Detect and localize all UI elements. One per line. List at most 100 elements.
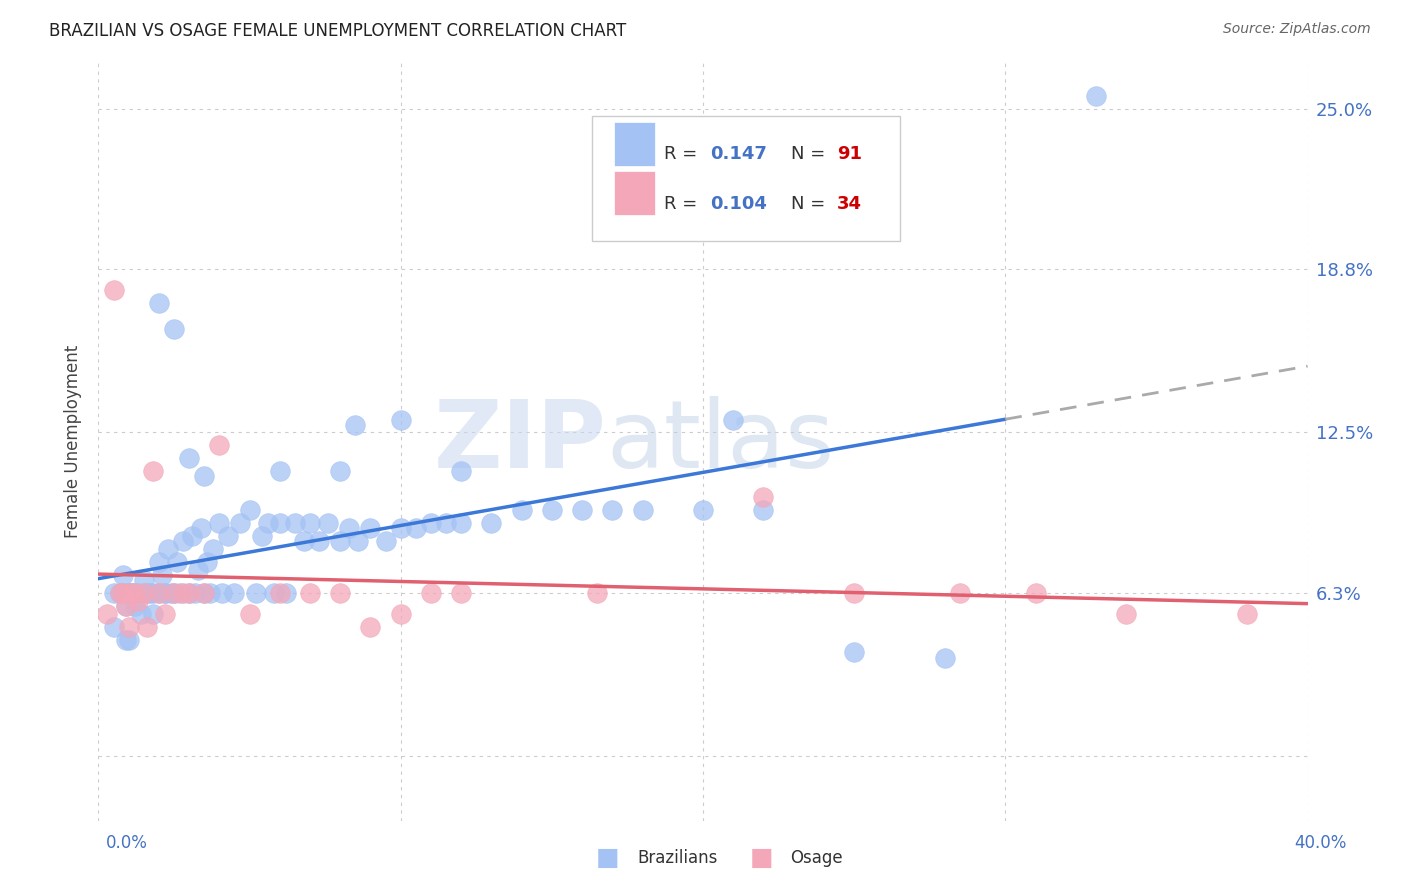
Text: atlas: atlas [606,395,835,488]
Point [602,503,624,517]
Point [1085,89,1108,103]
Point [208,516,231,530]
FancyBboxPatch shape [592,116,900,241]
Point [181,529,204,543]
Point [150,567,173,582]
Point [179,586,201,600]
Text: 34: 34 [837,195,862,213]
Point [329,534,352,549]
Point [142,464,165,478]
Point [229,516,252,530]
Point [153,607,176,621]
Y-axis label: Female Unemployment: Female Unemployment [65,345,83,538]
Point [360,521,382,535]
Text: N =: N = [792,195,831,213]
Point [540,503,562,517]
Point [211,586,233,600]
Text: ■: ■ [596,847,619,870]
Point [179,451,201,466]
Point [190,521,212,535]
Point [108,586,131,600]
Point [163,586,186,600]
Text: BRAZILIAN VS OSAGE FEMALE UNEMPLOYMENT CORRELATION CHART: BRAZILIAN VS OSAGE FEMALE UNEMPLOYMENT C… [49,22,627,40]
Point [631,503,654,517]
Text: R =: R = [664,145,703,163]
Point [108,586,131,600]
Point [239,607,262,621]
Point [250,529,273,543]
Point [292,534,315,549]
Point [752,503,775,517]
Point [148,296,170,310]
Point [103,586,125,600]
Point [169,586,191,600]
Point [103,619,125,633]
Text: 91: 91 [837,145,862,163]
Point [121,586,143,600]
Point [142,586,165,600]
Point [139,586,162,600]
Point [124,586,146,600]
Point [389,412,412,426]
Point [1115,607,1137,621]
Point [217,529,239,543]
FancyBboxPatch shape [613,170,655,215]
Point [135,586,157,600]
Point [132,586,155,600]
Point [114,632,136,647]
Point [132,573,155,587]
Point [329,586,352,600]
Text: ■: ■ [751,847,773,870]
Point [269,464,291,478]
Point [187,563,209,577]
Point [374,534,396,549]
Point [124,586,146,600]
Point [179,586,201,600]
Point [118,586,141,600]
Point [299,586,322,600]
Point [723,412,745,426]
Point [405,521,427,535]
Point [420,516,443,530]
Point [114,599,136,613]
Point [193,586,215,600]
Text: Source: ZipAtlas.com: Source: ZipAtlas.com [1223,22,1371,37]
Point [329,464,352,478]
Point [299,516,322,530]
Point [949,586,972,600]
Point [450,464,472,478]
Point [121,586,143,600]
Point [184,586,207,600]
Point [481,516,503,530]
Point [269,586,291,600]
Point [844,586,866,600]
Point [1024,586,1046,600]
Point [135,619,157,633]
Point [450,516,472,530]
Point [389,607,412,621]
Point [193,586,215,600]
Point [224,586,246,600]
Point [163,322,186,336]
Text: 0.0%: 0.0% [105,834,148,852]
Text: 0.104: 0.104 [710,195,768,213]
Point [844,645,866,659]
Point [96,607,118,621]
Point [172,534,194,549]
Point [148,555,170,569]
Point [156,541,179,556]
Point [347,534,370,549]
Point [202,541,225,556]
Point [269,516,291,530]
Point [124,599,146,613]
Point [127,593,149,607]
Point [316,516,339,530]
Point [571,503,593,517]
Point [160,586,183,600]
Text: R =: R = [664,195,703,213]
Point [586,586,609,600]
Point [692,503,714,517]
Point [172,586,194,600]
Text: ZIP: ZIP [433,395,606,488]
Point [344,417,367,432]
